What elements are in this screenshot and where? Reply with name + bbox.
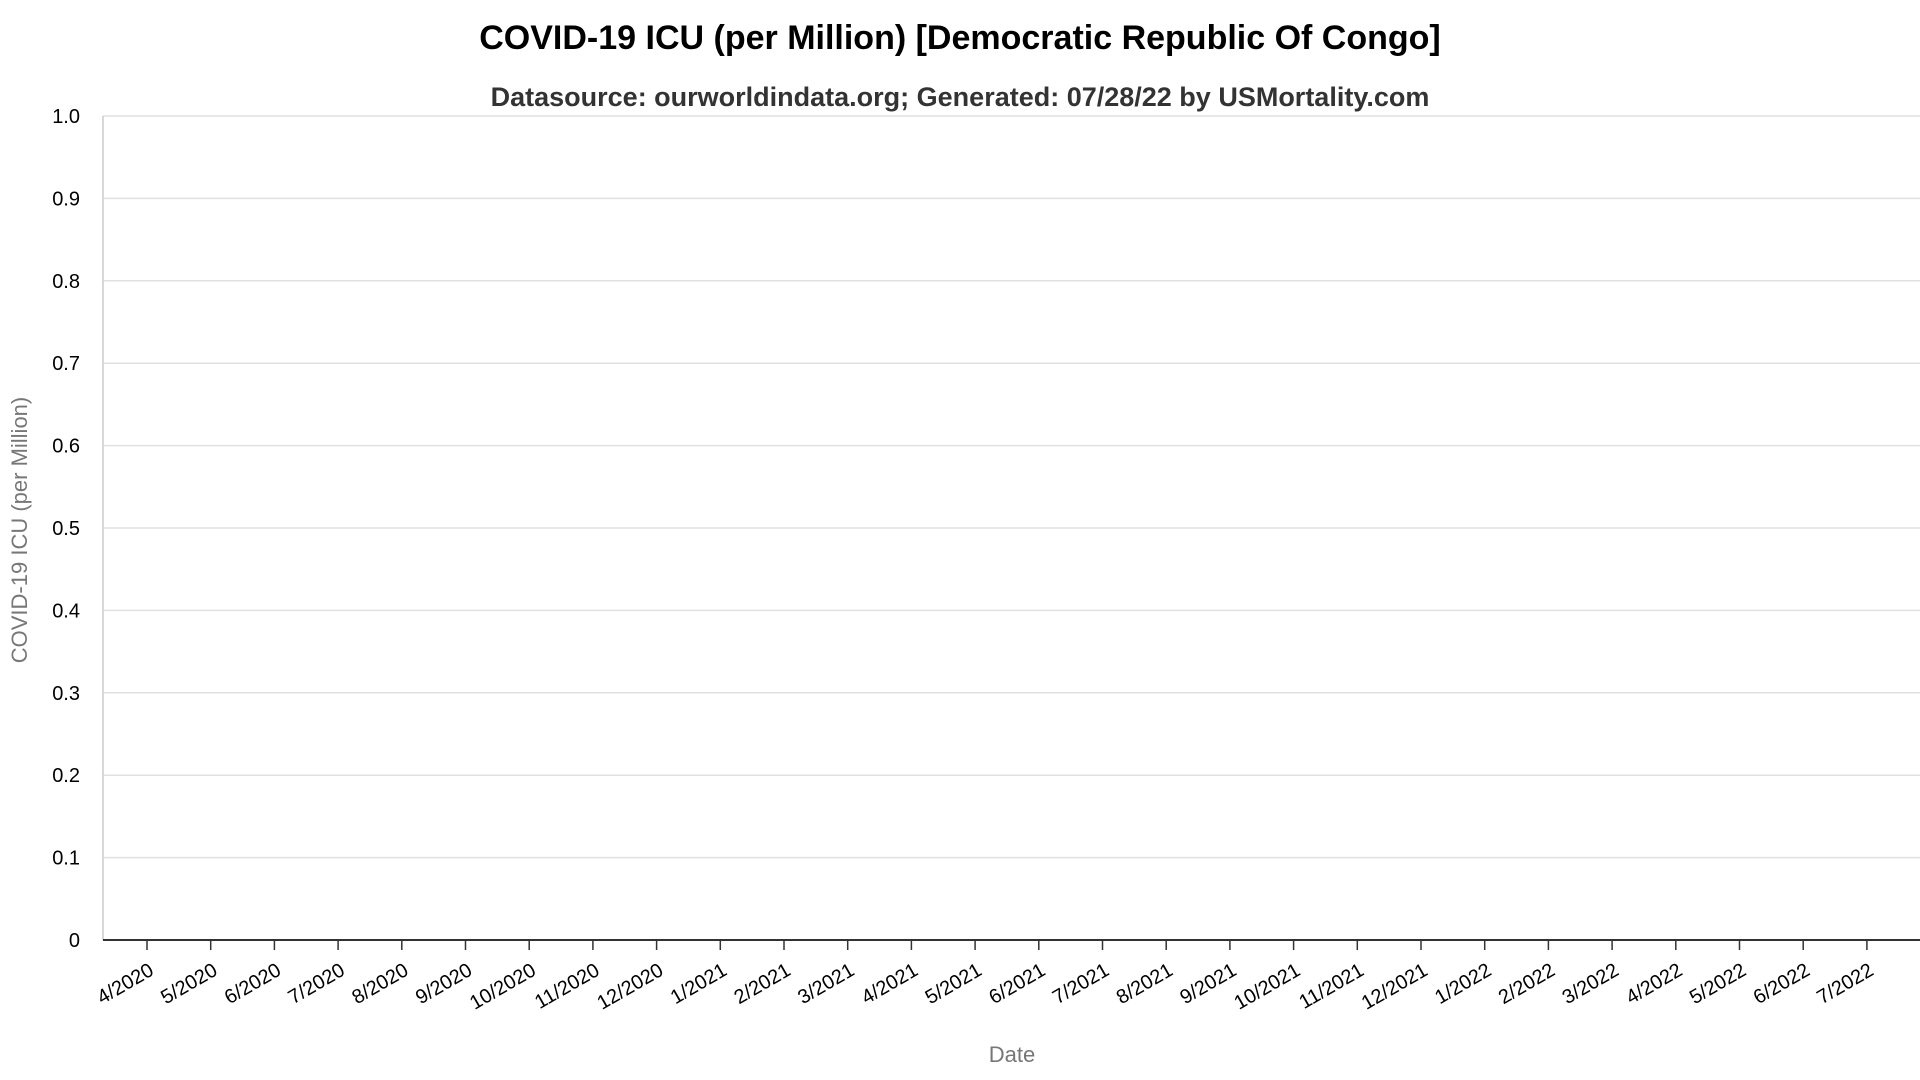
x-tick-label: 4/2021 [858, 959, 922, 1009]
x-tick-label: 2/2022 [1495, 959, 1559, 1009]
y-axis-label: COVID-19 ICU (per Million) [7, 397, 32, 664]
y-tick-label: 0.2 [52, 765, 80, 787]
y-tick-label: 0.8 [52, 271, 80, 293]
x-tick-label: 7/2020 [285, 959, 349, 1009]
x-tick-label: 12/2021 [1358, 959, 1432, 1014]
x-tick-label: 8/2020 [348, 959, 412, 1009]
x-tick-label: 5/2021 [922, 959, 986, 1009]
x-tick-label: 1/2021 [667, 959, 731, 1009]
x-tick-label: 2/2021 [731, 959, 795, 1009]
y-tick-label: 0.5 [52, 518, 80, 540]
y-tick-label: 1.0 [52, 106, 80, 128]
x-tick-label: 7/2021 [1049, 959, 1113, 1009]
x-tick-label: 4/2020 [94, 959, 158, 1009]
x-tick-label: 6/2020 [221, 959, 285, 1009]
x-tick-label: 5/2020 [157, 959, 221, 1009]
x-tick-label: 7/2022 [1813, 959, 1877, 1009]
axes [102, 116, 1920, 950]
y-tick-label: 0.1 [52, 848, 80, 870]
x-tick-label: 10/2020 [466, 959, 540, 1014]
grid-lines [103, 115, 1920, 859]
y-tick-label: 0.7 [52, 353, 80, 375]
x-tick-label: 3/2022 [1559, 959, 1623, 1009]
y-tick-label: 0 [69, 930, 80, 952]
y-tick-label: 0.3 [52, 683, 80, 705]
y-tick-labels: 0 0.1 0.2 0.3 0.4 0.5 0.6 0.7 0.8 0.9 1.0 [52, 106, 80, 952]
y-tick-label: 0.4 [52, 600, 80, 622]
x-tick-label: 6/2021 [985, 959, 1049, 1009]
x-tick-label: 3/2021 [794, 959, 858, 1009]
x-tick-label: 11/2021 [1295, 959, 1367, 1013]
x-tick-label: 9/2021 [1176, 959, 1240, 1009]
chart-subtitle: Datasource: ourworldindata.org; Generate… [491, 82, 1430, 112]
x-tick-label: 5/2022 [1686, 959, 1750, 1009]
chart-title: COVID-19 ICU (per Million) [Democratic R… [479, 19, 1441, 57]
x-tick-label: 8/2021 [1113, 959, 1177, 1009]
x-tick-label: 9/2020 [412, 959, 476, 1009]
x-tick-label: 12/2020 [593, 959, 667, 1014]
x-tick-label: 4/2022 [1622, 959, 1686, 1009]
x-tick-labels: 4/2020 5/2020 6/2020 7/2020 8/2020 9/202010/2… [94, 959, 1878, 1014]
x-tick-label: 11/2020 [531, 959, 603, 1013]
y-tick-label: 0.9 [52, 188, 80, 210]
x-tick-label: 10/2021 [1230, 959, 1304, 1014]
x-tick-label: 1/2022 [1431, 959, 1495, 1009]
x-axis-label: Date [989, 1042, 1035, 1067]
y-tick-label: 0.6 [52, 436, 80, 458]
x-tick-label: 6/2022 [1750, 959, 1814, 1009]
